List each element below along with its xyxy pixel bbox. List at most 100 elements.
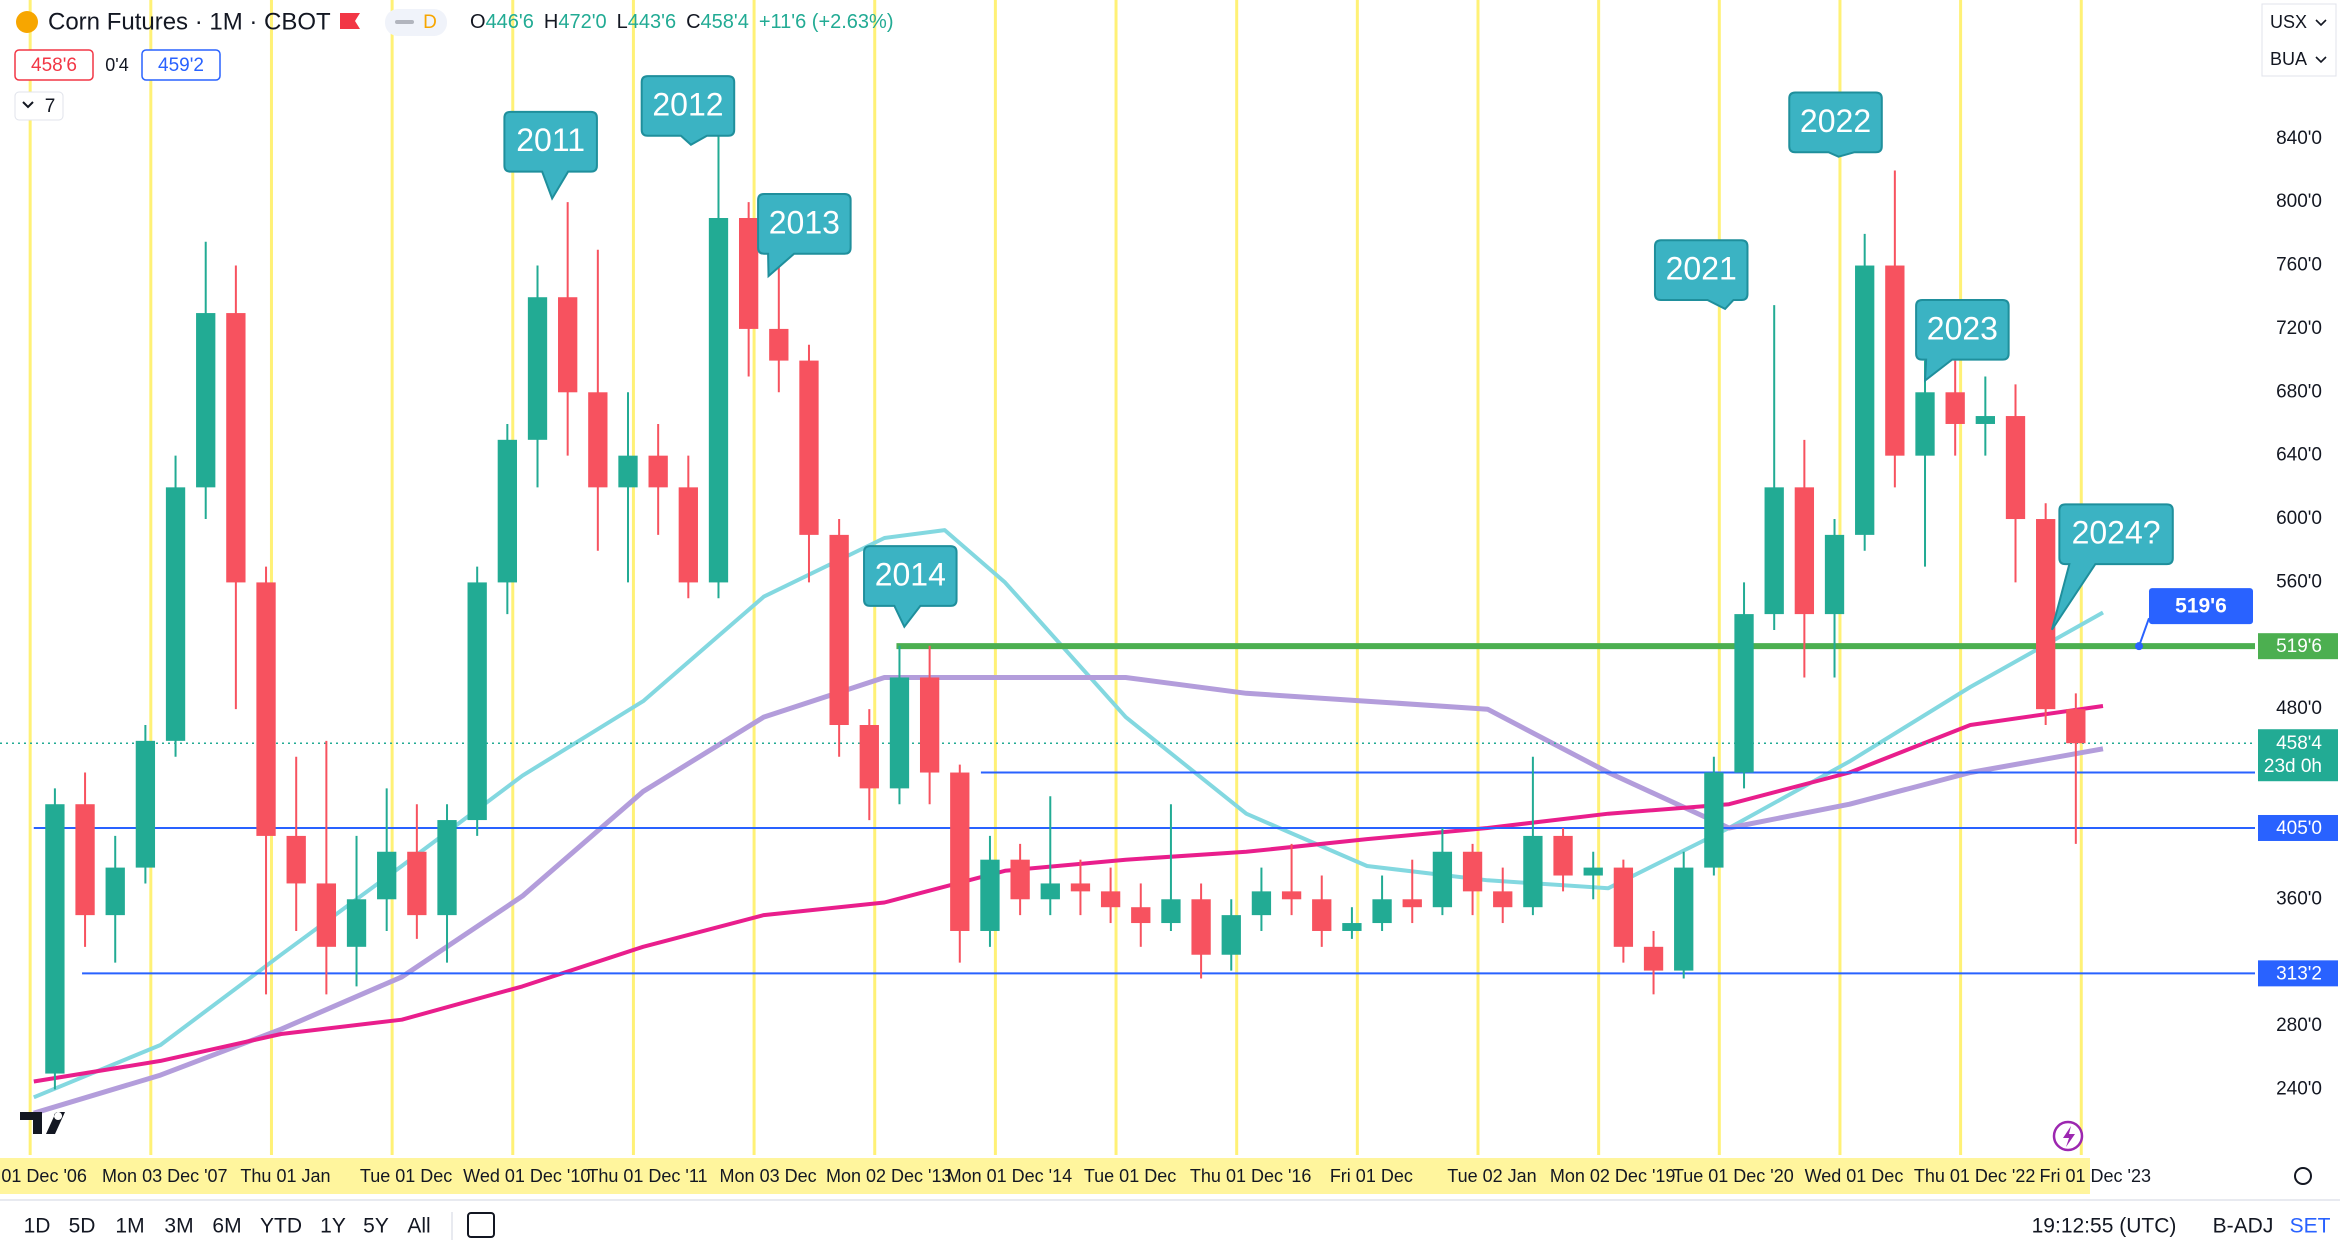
price-flag-label: 519'6 [2175, 595, 2227, 618]
buy-button[interactable] [141, 49, 221, 81]
range-button[interactable]: 6M [212, 1215, 241, 1238]
flag-stem [2138, 617, 2150, 647]
level-label: 313'2 [2276, 963, 2322, 984]
candle-body [407, 851, 427, 916]
sell-button[interactable] [14, 49, 94, 81]
candle-body [497, 439, 517, 583]
candle-body [889, 677, 910, 789]
candle-body [859, 725, 879, 789]
candle-body [2036, 519, 2056, 710]
candle-body [799, 360, 819, 535]
range-button[interactable]: 1D [24, 1215, 51, 1238]
x-tick-label: Mon 02 Dec '13 [826, 1166, 952, 1186]
range-button[interactable]: 5Y [363, 1215, 389, 1238]
callout [757, 192, 852, 279]
candle-body [618, 455, 638, 488]
x-tick-label: 01 Dec '06 [1, 1166, 87, 1186]
settings-icon[interactable] [2294, 1167, 2312, 1185]
candle-body [1251, 891, 1272, 916]
range-button[interactable]: All [407, 1215, 430, 1238]
candle-body [738, 218, 759, 329]
candle-body [1462, 851, 1483, 892]
flag-anchor [2135, 642, 2143, 651]
callout-label: 2021 [1666, 251, 1737, 287]
range-button[interactable]: 3M [164, 1215, 193, 1238]
x-tick-label: Fri 01 Dec [1330, 1166, 1413, 1186]
y-tick-label: 760'0 [2276, 255, 2322, 276]
candle-body [2005, 416, 2026, 520]
price-flag [2149, 588, 2253, 625]
candle-body [1975, 416, 1995, 424]
candle-body [316, 883, 337, 947]
last-price-box [2258, 729, 2338, 782]
x-tick-label: Thu 01 Dec '16 [1190, 1166, 1312, 1186]
callout-label: 2014 [875, 556, 946, 592]
ohlc-value: 472'0 [558, 11, 606, 33]
candle-body [1402, 899, 1422, 908]
buy-price: 459'2 [158, 55, 204, 76]
y-tick-label: 360'0 [2276, 888, 2322, 909]
candle-body [1191, 899, 1211, 955]
candle-body [648, 455, 668, 488]
callout-label: 2022 [1800, 103, 1871, 139]
symbol-icon [16, 11, 38, 33]
candle-body [105, 867, 125, 916]
candle-body [1493, 891, 1513, 908]
candle-body [1281, 891, 1302, 900]
candle-body [2066, 709, 2086, 744]
ohlc-key: C [686, 11, 700, 33]
candle-body [1100, 891, 1121, 908]
flag-icon[interactable] [340, 13, 360, 29]
candle-body [1945, 392, 1965, 424]
candle-body [1432, 851, 1453, 908]
interval-badge: D [423, 12, 437, 33]
toolbar: 1D 5D 1M 3M 6M YTD 1Y 5Y All [24, 1215, 431, 1238]
callout-label: 2024? [2072, 515, 2161, 551]
indicators-toggle[interactable] [14, 91, 64, 121]
candle-body [1794, 487, 1815, 615]
candle-body [75, 804, 95, 916]
ohlc-key: O [470, 11, 486, 33]
calendar-icon[interactable] [467, 1212, 495, 1238]
adjustment[interactable]: B-ADJ [2213, 1215, 2274, 1238]
level-label-box [2258, 960, 2338, 987]
candle-body [1131, 907, 1151, 924]
settlement[interactable]: SET [2290, 1215, 2331, 1238]
callout [2050, 503, 2174, 631]
logo[interactable] [20, 1112, 65, 1134]
callout [1915, 298, 2010, 383]
ohlc-value: 446'6 [486, 11, 534, 33]
callout [640, 75, 736, 146]
callout [1788, 91, 1883, 158]
candle-body [678, 487, 698, 583]
candle-body [1674, 867, 1694, 971]
symbol-title[interactable]: Corn Futures · 1M · CBOT [48, 8, 331, 35]
candle-body [1734, 614, 1754, 773]
candle-body [1070, 883, 1091, 892]
range-button[interactable]: YTD [260, 1215, 302, 1238]
candle-body [286, 835, 306, 884]
candle-body [527, 297, 548, 440]
candle-body [1312, 899, 1332, 931]
candle-body [1583, 867, 1603, 876]
x-tick-label: Fri 01 Dec '23 [2040, 1166, 2151, 1186]
range-button[interactable]: 1Y [320, 1215, 346, 1238]
ohlc-value: 458'4 [701, 11, 749, 33]
y-tick-label: 800'0 [2276, 191, 2322, 212]
callout [503, 110, 598, 201]
x-tick-label: Mon 02 Dec '19 [1550, 1166, 1676, 1186]
currency[interactable]: USX [2270, 12, 2307, 32]
plot-area [0, 0, 2255, 1155]
unit[interactable]: BUA [2270, 49, 2307, 69]
chevron [22, 101, 34, 109]
badge[interactable] [385, 9, 447, 36]
spread: 0'4 [105, 55, 128, 75]
moving-average [33, 704, 2104, 1084]
candle-body [1855, 265, 1875, 535]
ohlc-key: H [544, 11, 558, 33]
candle-body [467, 582, 487, 821]
range-button[interactable]: 5D [69, 1215, 96, 1238]
callout-label: 2012 [652, 86, 723, 122]
range-button[interactable]: 1M [115, 1215, 144, 1238]
time-axis-band [0, 1158, 2090, 1194]
